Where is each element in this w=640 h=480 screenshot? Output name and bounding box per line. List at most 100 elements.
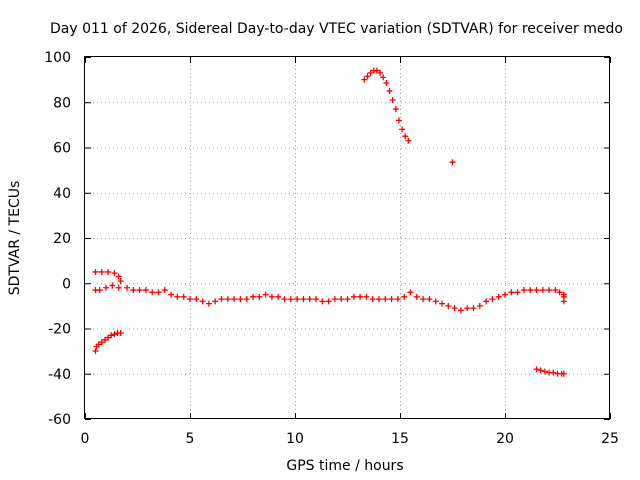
x-tick-label: 10 [286,431,304,447]
data-point [539,287,546,294]
data-point [199,298,206,305]
data-point [367,69,374,76]
data-point [546,287,553,294]
series-main-band [92,282,567,314]
data-point [243,296,250,303]
y-tick-label: -20 [48,322,71,338]
data-point [325,298,332,305]
data-point [470,305,477,312]
y-tick-label: 0 [62,276,71,292]
grid-lines [85,57,610,419]
data-point [306,296,313,303]
data-point [344,296,351,303]
data-point [376,296,382,303]
data-point [287,296,294,303]
y-tick-label: 80 [53,95,71,111]
data-point [224,296,231,303]
data-point [527,287,534,294]
series-high-arc [361,67,412,144]
data-point [155,289,162,296]
data-point [130,287,137,294]
data-points [92,67,567,377]
data-point [331,296,338,303]
plot-frame [84,56,610,419]
data-point [426,296,433,303]
data-point [386,87,393,94]
data-point [363,293,370,300]
data-point [413,293,420,300]
data-point [105,334,112,341]
data-point [281,296,288,303]
data-point [401,293,408,300]
data-point [111,270,118,277]
data-point [96,287,103,294]
y-tick-labels: -60 -40 -20 0 20 40 60 80 100 [44,50,71,428]
data-point [109,282,116,289]
data-point [541,368,548,375]
y-tick-label: 40 [53,186,71,202]
data-point [95,341,102,348]
data-point [377,69,384,76]
data-point [394,296,401,303]
data-point [142,287,149,294]
data-point [250,293,256,300]
data-point [533,366,540,373]
data-point [405,137,412,144]
series-low-arc-end [533,366,567,377]
data-point [445,302,452,309]
data-point [268,293,275,300]
data-point [514,289,521,296]
data-point [361,76,368,83]
data-point [451,305,458,312]
x-axis-label: GPS time / hours [286,458,403,474]
data-point [495,293,502,300]
data-point [402,133,409,140]
data-point [357,293,364,300]
data-point [124,284,130,291]
data-point [383,80,390,87]
data-point [174,293,181,300]
data-point [350,293,357,300]
data-point [560,370,567,377]
series-low-arc-start [92,330,124,355]
y-tick-label: -60 [48,412,71,428]
data-point [489,296,496,303]
series-outlier [449,159,456,166]
data-point [115,284,122,291]
data-point [101,336,108,343]
data-point [193,296,200,303]
data-point [262,291,269,298]
data-point [231,296,238,303]
data-point [212,298,219,305]
data-point [313,296,319,303]
series-end-tail [560,293,567,305]
x-tick-label: 15 [391,431,409,447]
data-point [552,287,559,294]
data-point [338,296,345,303]
y-tick-label: 100 [44,50,71,66]
data-point [98,339,105,346]
data-point [111,331,118,338]
data-point [294,296,301,303]
data-point [395,117,402,124]
y-tick-label: 20 [53,231,71,247]
data-point [407,289,414,296]
data-point [560,298,567,305]
data-point [457,307,464,314]
data-point [117,330,124,337]
data-point [92,268,99,275]
data-point [115,273,122,280]
data-point [556,289,563,296]
data-point [364,73,371,80]
data-point [218,296,225,303]
data-point [369,296,376,303]
data-point [92,348,99,355]
data-point [533,287,540,294]
data-point [550,369,557,376]
data-point [187,296,193,303]
data-point [98,268,105,275]
data-point [439,300,445,307]
data-point [464,305,471,312]
data-point [319,298,326,305]
data-point [256,293,263,300]
